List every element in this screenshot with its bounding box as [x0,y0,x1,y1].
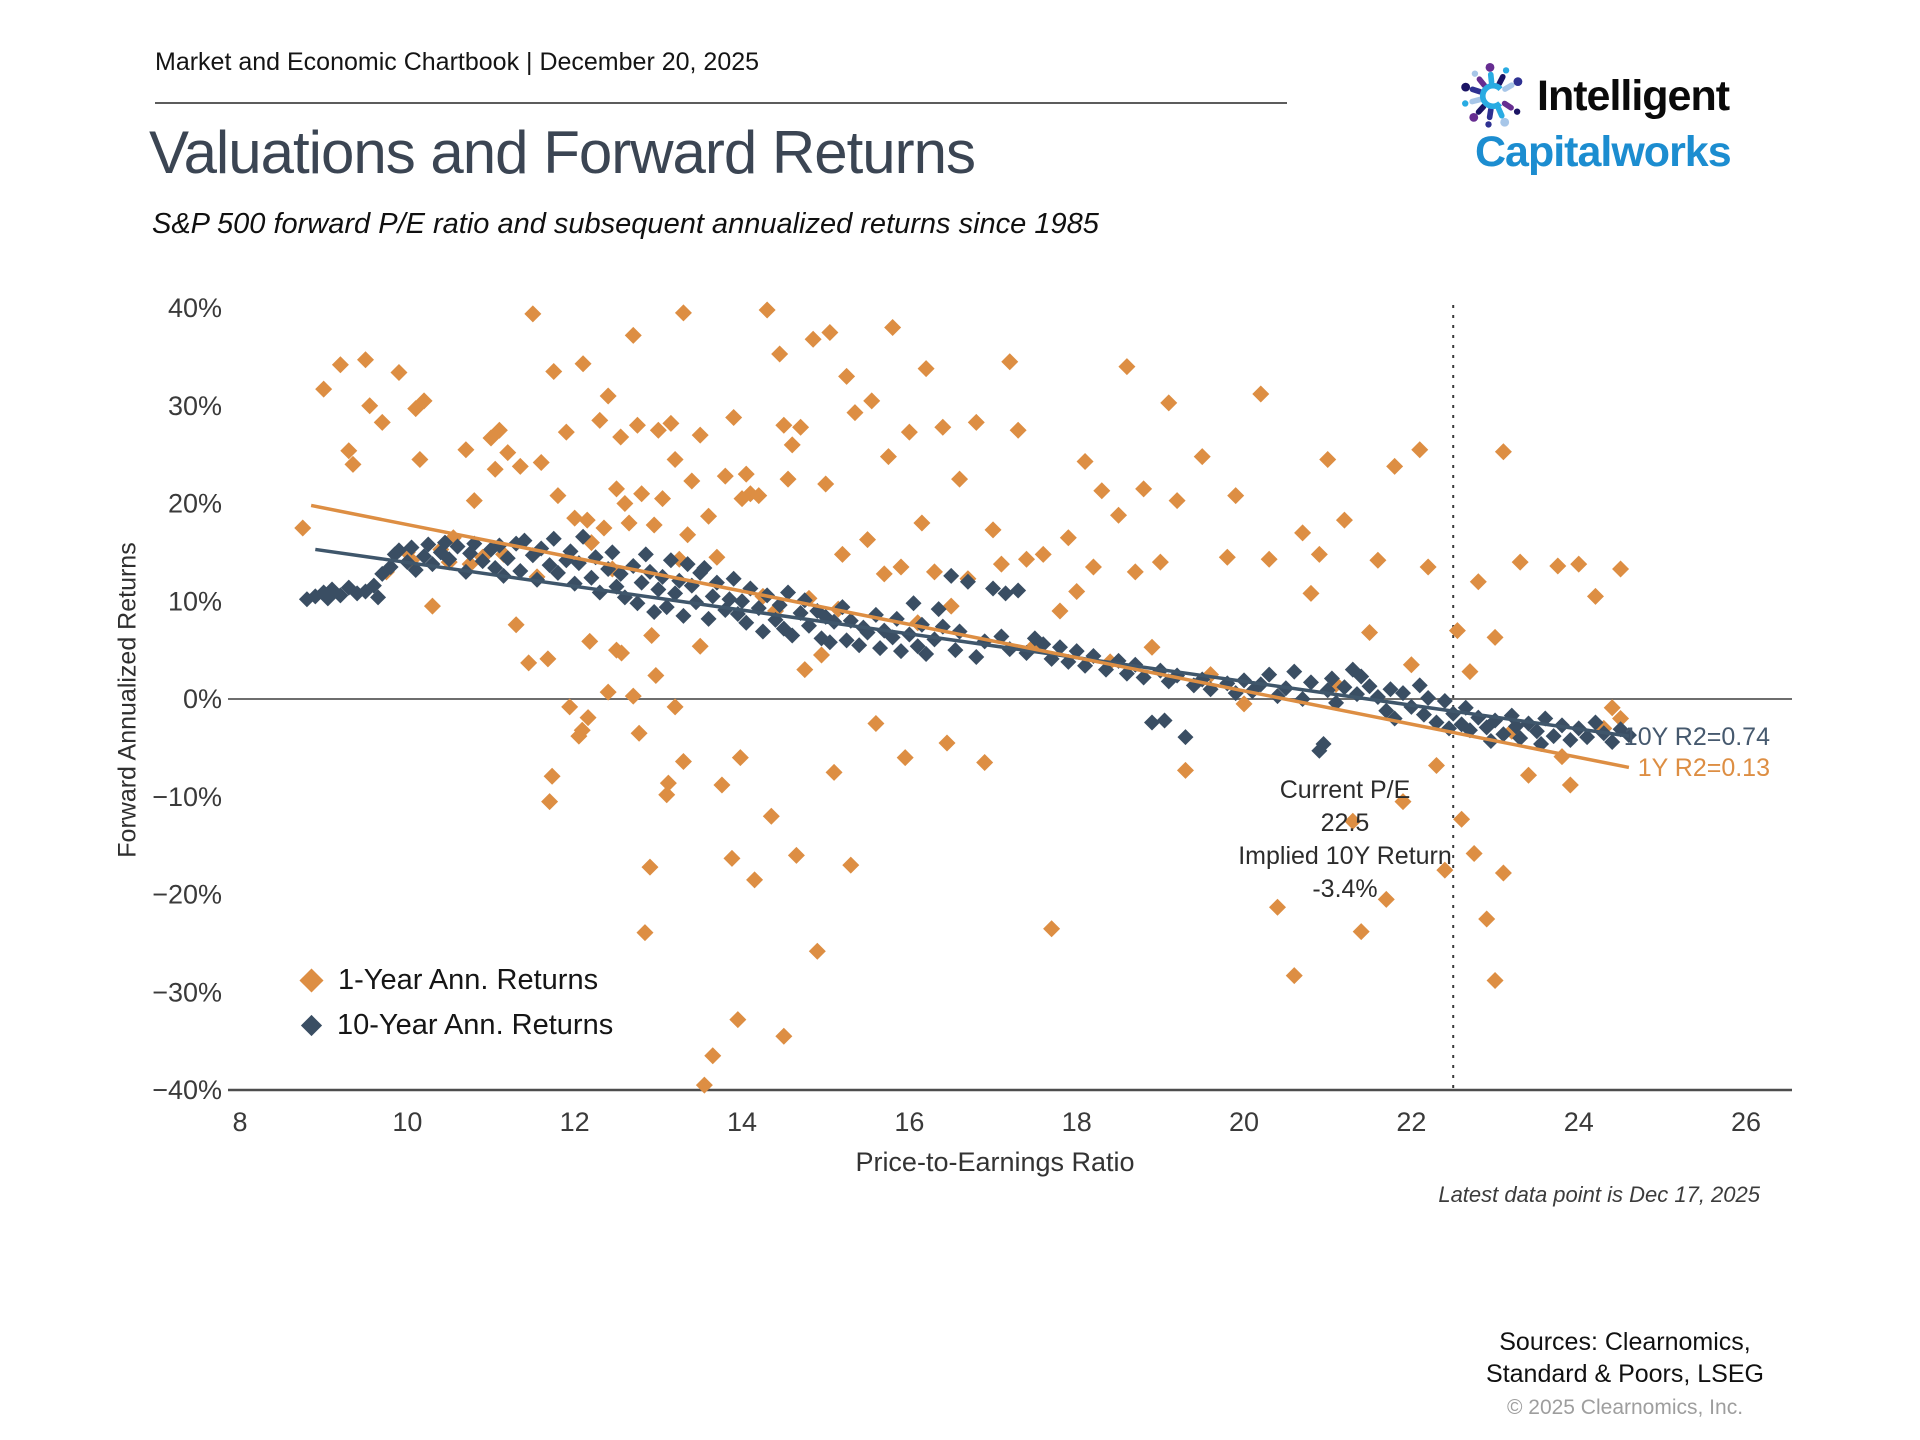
current-pe-annotation: Current P/E 22.5 Implied 10Y Return -3.4… [1185,774,1505,906]
x-axis-title: Price-to-Earnings Ratio [855,1147,1135,1177]
legend: 1-Year Ann. Returns 10-Year Ann. Returns [299,958,614,1048]
logo-text-capitalworks: Capitalworks [1475,128,1732,176]
current-pe-label: Current P/E [1279,776,1411,804]
r2-10y-label: 10Y R2=0.74 [1623,723,1770,751]
legend-label-1-year: 1-Year Ann. Returns [338,964,599,996]
chartbook-header: Market and Economic Chartbook | December… [155,48,760,76]
header-divider [155,102,1287,104]
page-title: Valuations and Forward Returns [149,119,976,186]
svg-text:12: 12 [560,1107,590,1137]
sources-line-2: Standard & Poors, LSEG [1486,1360,1764,1388]
legend-label-10-year: 10-Year Ann. Returns [337,1009,614,1041]
svg-text:−40%: −40% [152,1075,222,1105]
svg-text:−20%: −20% [152,880,222,910]
svg-text:14: 14 [727,1107,757,1137]
sources-line-1: Sources: Clearnomics, [1499,1328,1751,1356]
current-pe-value: 22.5 [1320,809,1370,837]
svg-text:−10%: −10% [152,782,222,812]
sources-block: Sources: Clearnomics, Standard & Poors, … [1470,1326,1780,1424]
logo-starburst-icon [1461,62,1523,128]
legend-marker-10-year-icon [300,1014,323,1037]
latest-data-note: Latest data point is Dec 17, 2025 [1438,1182,1760,1207]
svg-text:8: 8 [232,1107,247,1137]
svg-text:20%: 20% [168,489,222,519]
legend-marker-1-year-icon [299,968,324,993]
svg-text:30%: 30% [168,391,222,421]
svg-text:20: 20 [1229,1107,1259,1137]
r2-labels: 10Y R2=0.74 1Y R2=0.13 [1470,722,1770,784]
copyright: © 2025 Clearnomics, Inc. [1506,1396,1744,1419]
svg-text:10%: 10% [168,586,222,616]
page-subtitle: S&P 500 forward P/E ratio and subsequent… [152,208,1099,240]
implied-return-value: -3.4% [1312,875,1378,903]
svg-text:22: 22 [1396,1107,1426,1137]
svg-text:40%: 40% [168,293,222,323]
svg-text:0%: 0% [183,684,222,714]
logo-text-intelligent: Intelligent [1537,71,1730,120]
r2-1y-label: 1Y R2=0.13 [1637,754,1770,782]
svg-text:24: 24 [1564,1107,1594,1137]
scatter-chart: 8 10 12 14 16 18 20 22 24 26 40% 30% 20% 10% 0% −10% −20… [152,293,1792,1137]
svg-text:16: 16 [894,1107,924,1137]
legend-item-1-year: 1-Year Ann. Returns [299,958,613,1003]
implied-return-label: Implied 10Y Return [1238,842,1452,870]
logo: Intelligent Capitalworks [1455,58,1732,177]
legend-item-10-year: 10-Year Ann. Returns [300,1003,614,1048]
svg-text:10: 10 [392,1107,422,1137]
svg-text:18: 18 [1062,1107,1092,1137]
svg-text:−30%: −30% [152,977,222,1007]
svg-text:26: 26 [1731,1107,1761,1137]
